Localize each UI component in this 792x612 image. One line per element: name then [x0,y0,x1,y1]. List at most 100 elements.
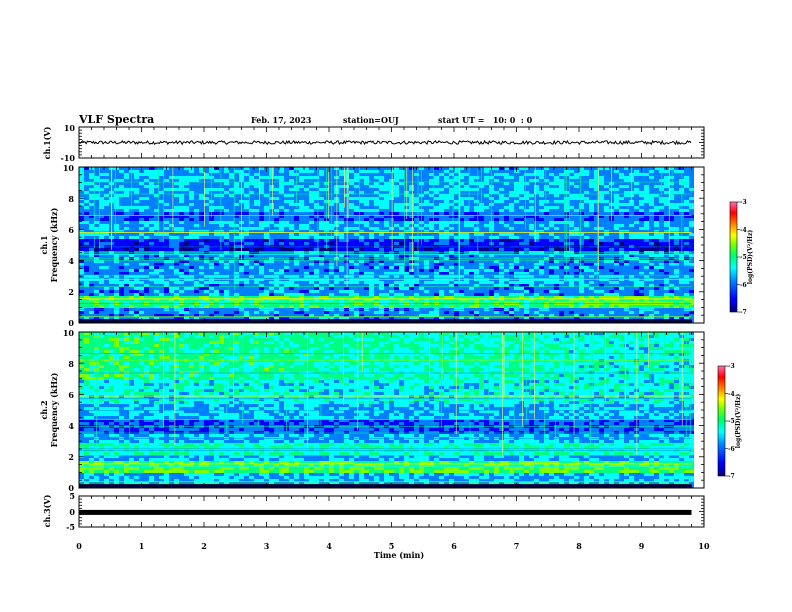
spectrogram-cell [189,218,194,221]
spectrogram-cell [369,275,374,278]
spectrogram-cell [99,227,104,230]
spectrogram-cell [524,170,529,173]
spectrogram-cell [224,200,229,203]
spectrogram-cell [299,197,304,200]
spectrogram-cell [654,167,659,170]
spectrogram-cell [674,260,679,263]
spectrogram-cell [394,203,399,206]
spectrogram-cell [554,233,559,236]
spectrogram-cell [224,221,229,224]
spectrogram-cell [304,167,309,170]
spectrogram-cell [619,269,624,272]
spectrogram-cell [389,209,394,212]
spectrogram-cell [479,266,484,269]
spectrogram-cell [139,248,144,251]
spectrogram-cell [184,179,189,182]
spectrogram-cell [489,254,494,257]
spectrogram-cell [544,191,549,194]
spectrogram-cell [369,254,374,257]
spectrogram-cell [614,203,619,206]
spectrogram-cell [139,257,144,260]
spectrogram-cell [99,260,104,263]
spectrogram-cell [364,194,369,197]
spectrogram-cell [379,182,384,185]
spectrogram-cell [514,254,519,257]
spectrogram-cell [204,242,209,245]
spectrogram-cell [84,236,89,239]
spectrogram-cell [534,209,539,212]
spectrogram-cell [244,182,249,185]
spectrogram-cell [309,284,314,287]
spectrogram-cell [629,203,634,206]
spectrogram-cell [159,281,164,284]
spectrogram-cell [89,284,94,287]
spectrogram-cell [124,230,129,233]
spectrogram-cell [579,251,584,254]
spectrogram-cell [279,206,284,209]
spectrogram-cell [514,230,519,233]
spectrogram-cell [569,275,574,278]
spectrogram-cell [314,173,319,176]
spectrogram-cell [544,170,549,173]
spectrogram-cell [679,275,684,278]
spectrogram-cell [174,212,179,215]
spectrogram-cell [624,197,629,200]
spectrogram-cell [589,254,594,257]
spectrogram-cell [219,182,224,185]
spectrogram-cell [389,215,394,218]
spectrogram-cell [284,272,289,275]
spectrogram-cell [79,260,84,263]
spectrogram-cell [204,203,209,206]
spectrogram-cell [464,251,469,254]
spectrogram-cell [444,260,449,263]
spectrogram-cell [184,173,189,176]
spectrogram-cell [499,230,504,233]
spectrogram-cell [679,239,684,242]
spectrogram-cell [234,263,239,266]
spectrogram-cell [494,185,499,188]
spectrogram-cell [679,263,684,266]
spectrogram-cell [689,251,694,254]
spectrogram-cell [209,236,214,239]
spectrogram-cell [384,284,389,287]
spectrogram-cell [279,173,284,176]
spectrogram-cell [449,200,454,203]
spectrogram-cell [644,269,649,272]
spectrogram-cell [599,167,604,170]
spectrogram-cell [214,257,219,260]
spectrogram-cell [669,236,674,239]
spectrogram-cell [304,221,309,224]
spectrogram-cell [174,254,179,257]
spectrogram-cell [344,257,349,260]
spectrogram-cell [114,242,119,245]
spectrogram-cell [499,194,504,197]
spectrogram-cell [434,233,439,236]
spectrogram-cell [269,227,274,230]
spectrogram-cell [359,227,364,230]
spectrogram-cell [94,269,99,272]
spectrogram-cell [559,197,564,200]
spectrogram-cell [274,185,279,188]
spectrogram-cell [664,200,669,203]
spectrogram-cell [339,260,344,263]
spectrogram-cell [389,266,394,269]
spectrogram-cell [124,245,129,248]
spectrogram-cell [674,221,679,224]
spectrogram-cell [589,188,594,191]
spectrogram-cell [149,284,154,287]
spectrogram-cell [384,239,389,242]
spectrogram-cell [669,233,674,236]
spectrogram-cell [464,173,469,176]
spectrogram-cell [424,170,429,173]
spectrogram-cell [414,227,419,230]
spectrogram-cell [374,263,379,266]
spectrogram-cell [454,275,459,278]
spectrogram-cell [549,182,554,185]
spectrogram-cell [104,242,109,245]
spectrogram-cell [334,248,339,251]
spectrogram-cell [364,221,369,224]
spectrogram-cell [609,242,614,245]
spectrogram-cell [664,254,669,257]
spectrogram-cell [619,203,624,206]
spectrogram-cell [134,245,139,248]
